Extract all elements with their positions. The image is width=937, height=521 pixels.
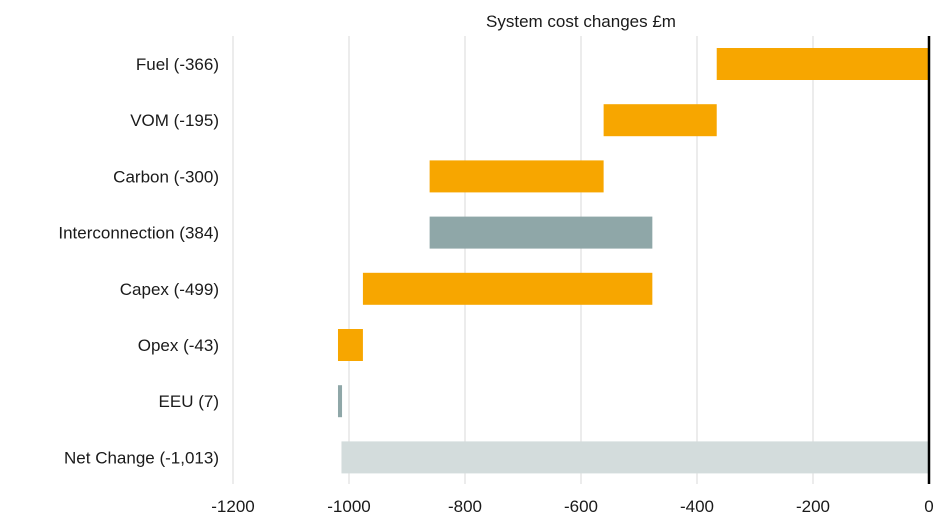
grid-lines [232,36,814,484]
bars [337,48,930,474]
category-labels: Fuel (-366) VOM (-195) Carbon (-300) Interc… [58,55,219,467]
x-tick-label-4: -400 [680,497,714,516]
x-tick-label-6: 0 [924,497,933,516]
category-label-2: Carbon (-300) [113,167,219,186]
bar-7 [341,441,930,474]
category-label-7: Net Change (-1,013) [64,448,219,467]
x-tick-labels: -1200 -1000 -800 -600 -400 -200 0 [211,497,933,516]
x-tick-label-3: -600 [564,497,598,516]
category-label-4: Capex (-499) [120,280,219,299]
x-tick-label-2: -800 [448,497,482,516]
bar-6 [337,385,343,418]
category-label-6: EEU (7) [159,392,219,411]
bar-1 [603,104,717,137]
category-label-5: Opex (-43) [138,336,219,355]
bar-2 [429,160,604,193]
bar-0 [716,48,929,80]
x-tick-label-1: -1000 [327,497,370,516]
chart-title: System cost changes £m [486,12,676,31]
category-label-1: VOM (-195) [130,111,219,130]
category-label-0: Fuel (-366) [136,55,219,74]
category-label-3: Interconnection (384) [58,224,219,243]
bar-4 [362,272,653,305]
x-tick-label-5: -200 [796,497,830,516]
bar-3 [429,216,653,249]
bar-5 [337,329,363,361]
x-tick-label-0: -1200 [211,497,254,516]
